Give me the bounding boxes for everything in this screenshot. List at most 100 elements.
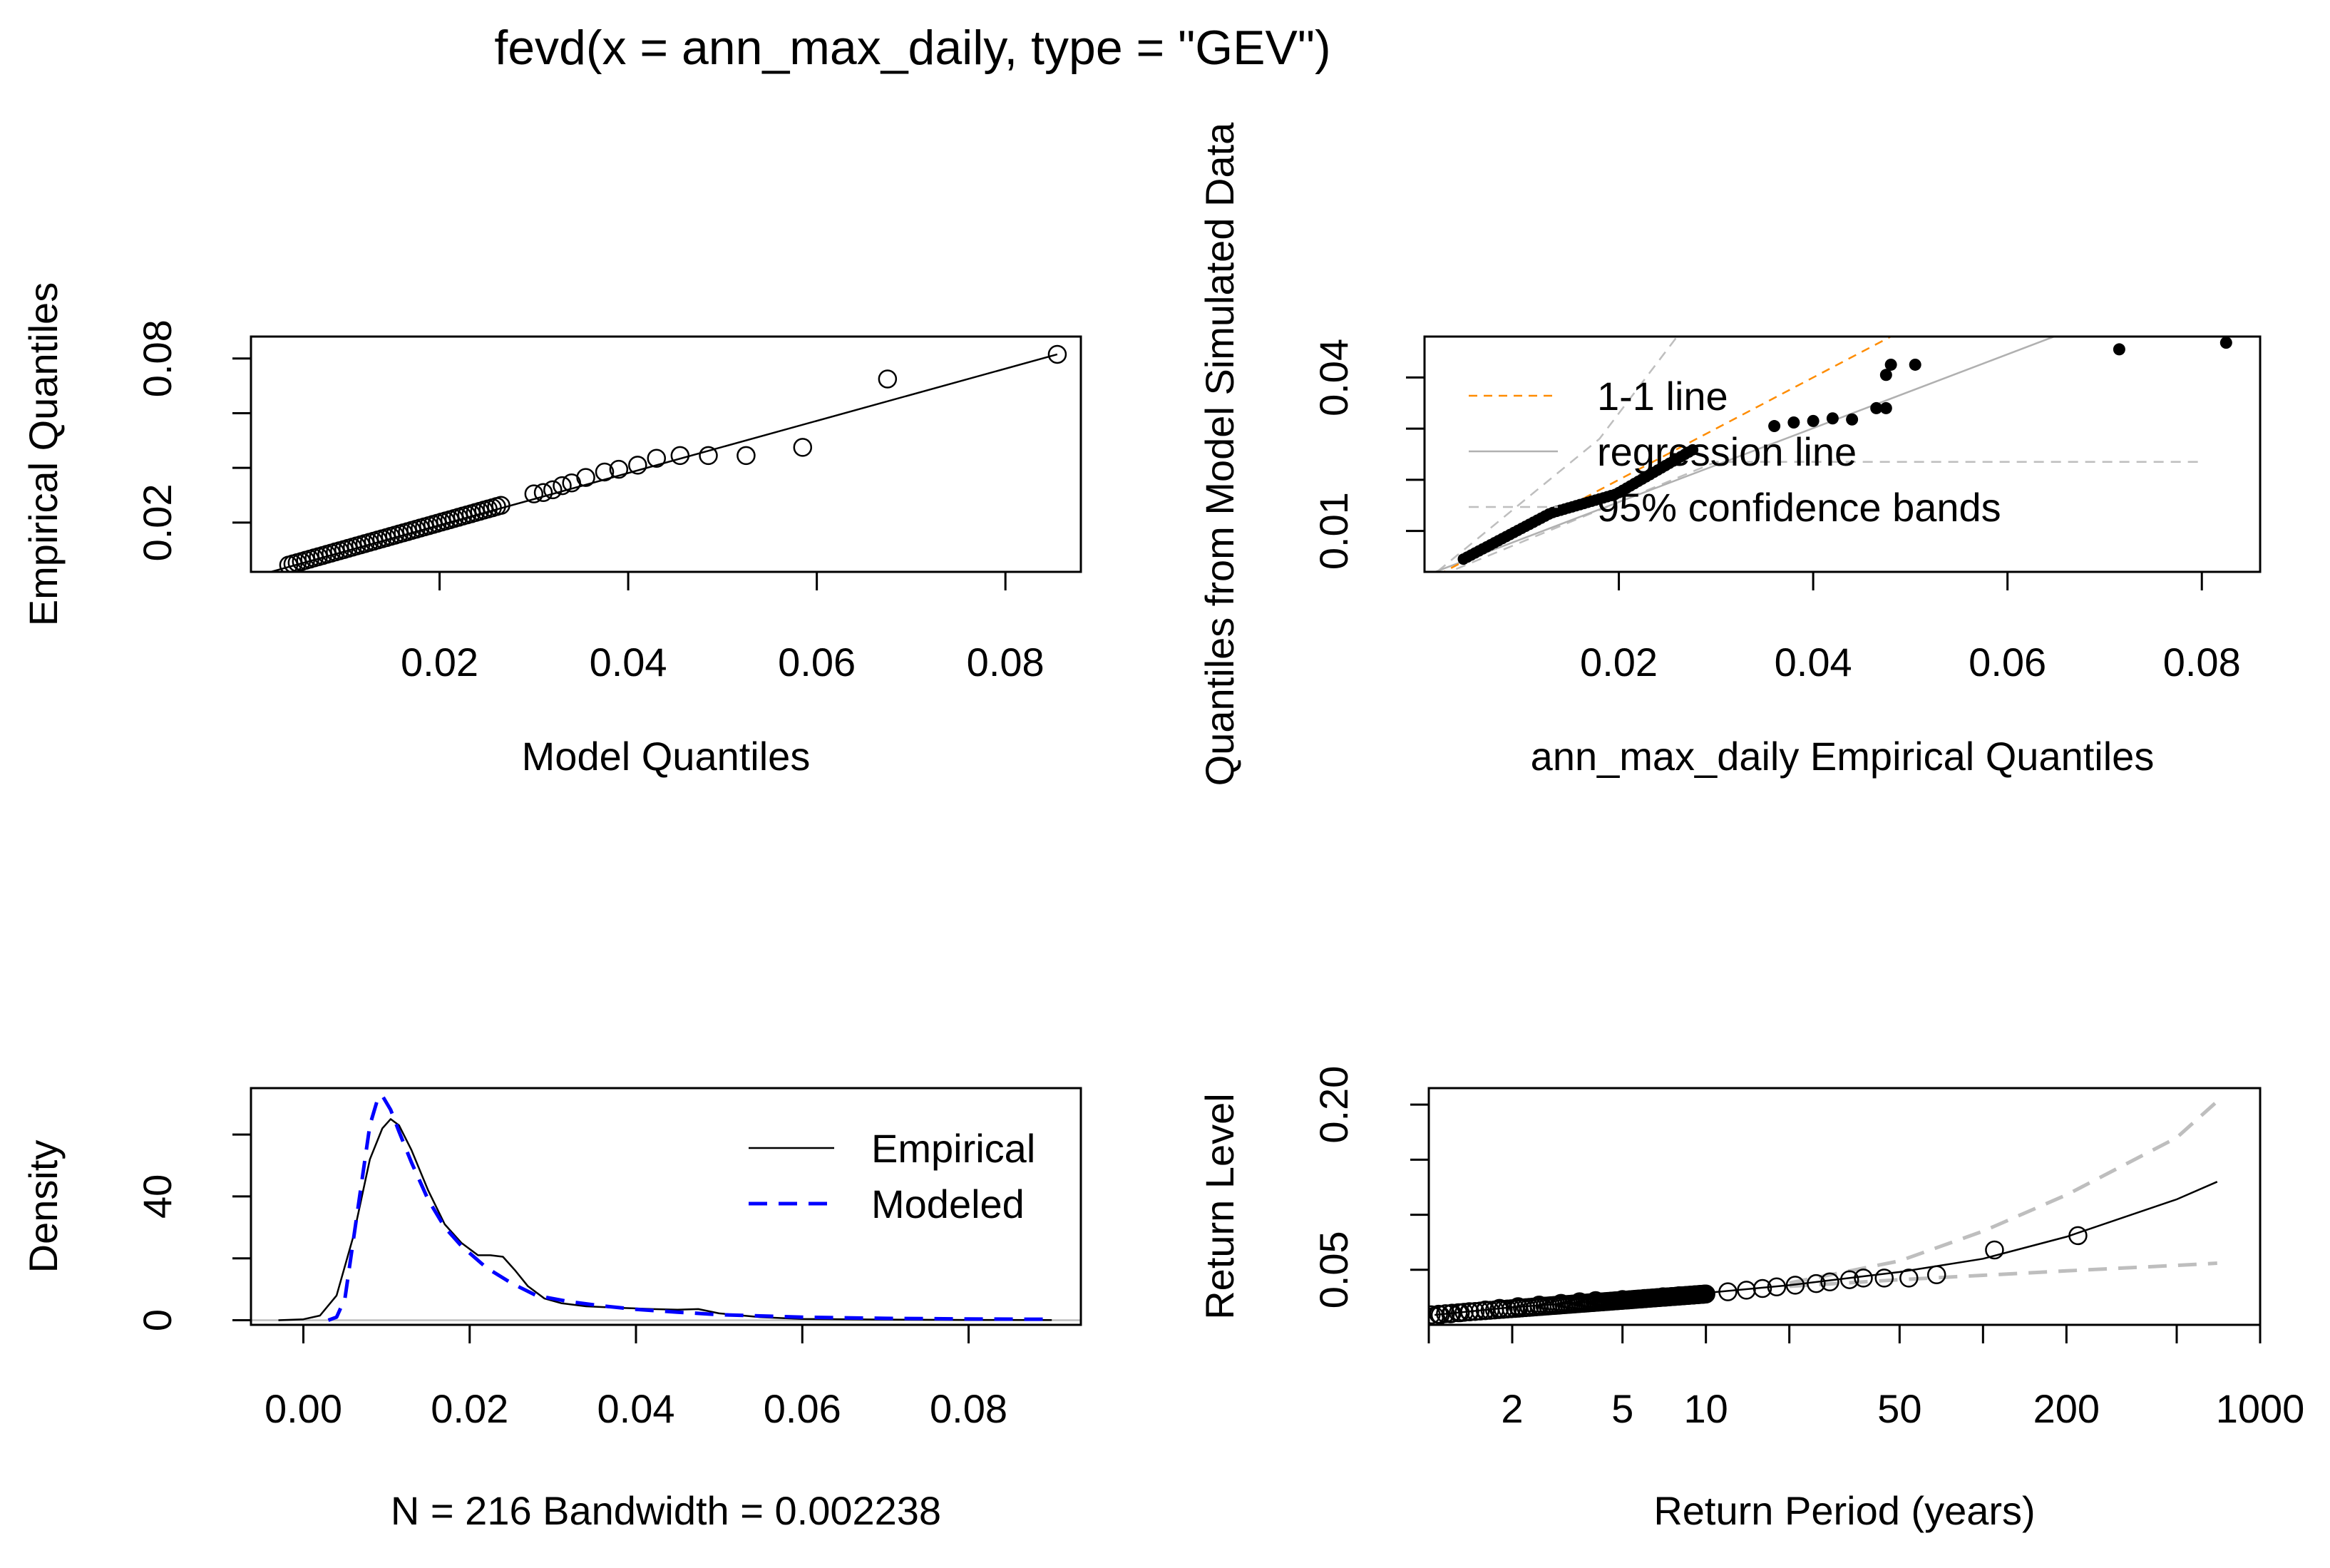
simqq-legend: 1-1 line regression line 95% confidence ba… [1469, 374, 2001, 530]
density-plot-panel: Empirical Modeled 0.00 0.02 0.04 0.06 0.08 0 40 N… [21, 1087, 1082, 1533]
return-point [1451, 1303, 1470, 1323]
return-point [1476, 1300, 1495, 1320]
return-point [1767, 1277, 1787, 1296]
return-lower-ci [1789, 1261, 2217, 1288]
simqq-regression-line [1432, 337, 2057, 572]
simqq-legend-label: 1-1 line [1597, 374, 1728, 419]
density-plot-frame [250, 1087, 1082, 1326]
simulated-qq-plot-panel: 1-1 line regression line 95% confidence ba… [1197, 122, 2262, 786]
return-point [1683, 1286, 1703, 1305]
return-point [1718, 1282, 1738, 1301]
return-point [1489, 1298, 1509, 1318]
return-point [1807, 1274, 1826, 1293]
qq-y-axis-title: Empirical Quantiles [21, 282, 66, 626]
return-point [1696, 1284, 1715, 1304]
density-x-tick-label: 0.04 [597, 1386, 675, 1431]
main-title: fevd(x = ann_max_daily, type = "GEV") [494, 21, 1330, 75]
simqq-x-tick-label: 0.08 [2163, 640, 2241, 685]
return-point [1551, 1293, 1571, 1313]
return-point [1529, 1295, 1549, 1315]
return-point [1586, 1291, 1606, 1311]
simqq-plot-area [1432, 337, 2232, 572]
density-y-axis-title: Density [21, 1140, 66, 1274]
qq-plot-area [267, 344, 1067, 572]
simqq-x-tick-label: 0.04 [1775, 640, 1852, 685]
return-upper-ci [1789, 1100, 2219, 1285]
simqq-y-axis-title: Quantiles from Model Simulated Data [1197, 122, 1242, 786]
qq-x-tick-label: 0.08 [967, 640, 1045, 685]
return-point [1854, 1269, 1873, 1288]
return-level-plot-panel: 2 5 10 50 200 1000 0.05 0.20 Return Period (year… [1197, 1066, 2304, 1533]
density-x-tick-label: 0.06 [764, 1386, 841, 1431]
qq-point [647, 449, 667, 468]
return-x-axis-title: Return Period (years) [1653, 1488, 2035, 1533]
return-point [1839, 1270, 1859, 1289]
return-x-tick-label: 2 [1501, 1386, 1523, 1431]
return-point [1441, 1304, 1461, 1323]
qq-x-tick-label: 0.02 [401, 640, 478, 685]
density-y-tick-label: 40 [135, 1174, 180, 1219]
return-x-tick-label: 5 [1611, 1386, 1633, 1431]
simqq-point [2219, 337, 2232, 349]
return-x-tick-label: 10 [1684, 1386, 1728, 1431]
simqq-point [1909, 358, 1921, 371]
qq-point [533, 483, 553, 502]
return-x-tick-label: 200 [2033, 1386, 2100, 1431]
return-point [1508, 1297, 1528, 1316]
return-point [1752, 1279, 1772, 1298]
qq-y-tick-label: 0.02 [135, 483, 180, 561]
qq-plot-panel: 0.02 0.04 0.06 0.08 0.02 0.08 Model Quantiles E… [21, 282, 1082, 779]
density-x-axis-title: N = 216 Bandwidth = 0.002238 [391, 1488, 941, 1533]
return-x-tick-label: 50 [1877, 1386, 1921, 1431]
simqq-point [1884, 358, 1897, 371]
return-point [1899, 1269, 1919, 1288]
density-x-tick-label: 0.00 [265, 1386, 342, 1431]
simqq-point [2113, 343, 2125, 356]
return-point [1570, 1292, 1589, 1311]
return-point [1874, 1269, 1894, 1288]
qq-point [699, 446, 718, 466]
qq-point [737, 446, 756, 466]
simqq-plot-frame [1423, 335, 2262, 573]
qq-point [1047, 344, 1067, 364]
qq-point [878, 369, 898, 389]
return-point [1785, 1276, 1805, 1295]
simqq-x-tick-label: 0.02 [1580, 640, 1658, 685]
qq-x-tick-label: 0.06 [778, 640, 856, 685]
density-y-tick-label: 0 [135, 1309, 180, 1331]
return-y-tick-label: 0.05 [1311, 1231, 1356, 1308]
return-estimate-line [1435, 1181, 2218, 1316]
density-series-empirical [278, 1118, 1052, 1321]
return-point [1465, 1301, 1485, 1321]
qq-point [524, 484, 544, 503]
qq-y-tick-label: 0.08 [135, 319, 180, 397]
density-x-tick-label: 0.08 [930, 1386, 1007, 1431]
qq-point [553, 476, 572, 496]
return-point [1653, 1287, 1673, 1306]
simqq-point [1768, 420, 1781, 433]
simqq-one-to-one-line [1442, 337, 1892, 572]
simqq-point [1846, 413, 1859, 426]
simqq-legend-label: 95% confidence bands [1597, 485, 2001, 530]
qq-point [628, 456, 647, 475]
return-x-tick-label: 1000 [2216, 1386, 2305, 1431]
simqq-point [1826, 412, 1839, 425]
simqq-point [1807, 414, 1820, 427]
return-point [1926, 1265, 1946, 1284]
return-point [1820, 1272, 1839, 1292]
simqq-x-tick-label: 0.06 [1969, 640, 2046, 685]
simqq-x-axis-title: ann_max_daily Empirical Quantiles [1531, 734, 2155, 779]
return-plot-area [1429, 1100, 2219, 1325]
simqq-point [1870, 401, 1883, 414]
return-y-tick-label: 0.20 [1311, 1066, 1356, 1144]
density-legend-label: Modeled [871, 1182, 1025, 1226]
density-x-tick-label: 0.02 [431, 1386, 508, 1431]
return-point [1669, 1286, 1689, 1306]
qq-point [609, 459, 629, 479]
density-legend: Empirical Modeled [749, 1126, 1035, 1226]
simqq-point [1879, 369, 1892, 381]
simqq-confidence-band-upper [1435, 337, 1678, 572]
return-point [1430, 1305, 1450, 1325]
simqq-point [1787, 416, 1800, 429]
